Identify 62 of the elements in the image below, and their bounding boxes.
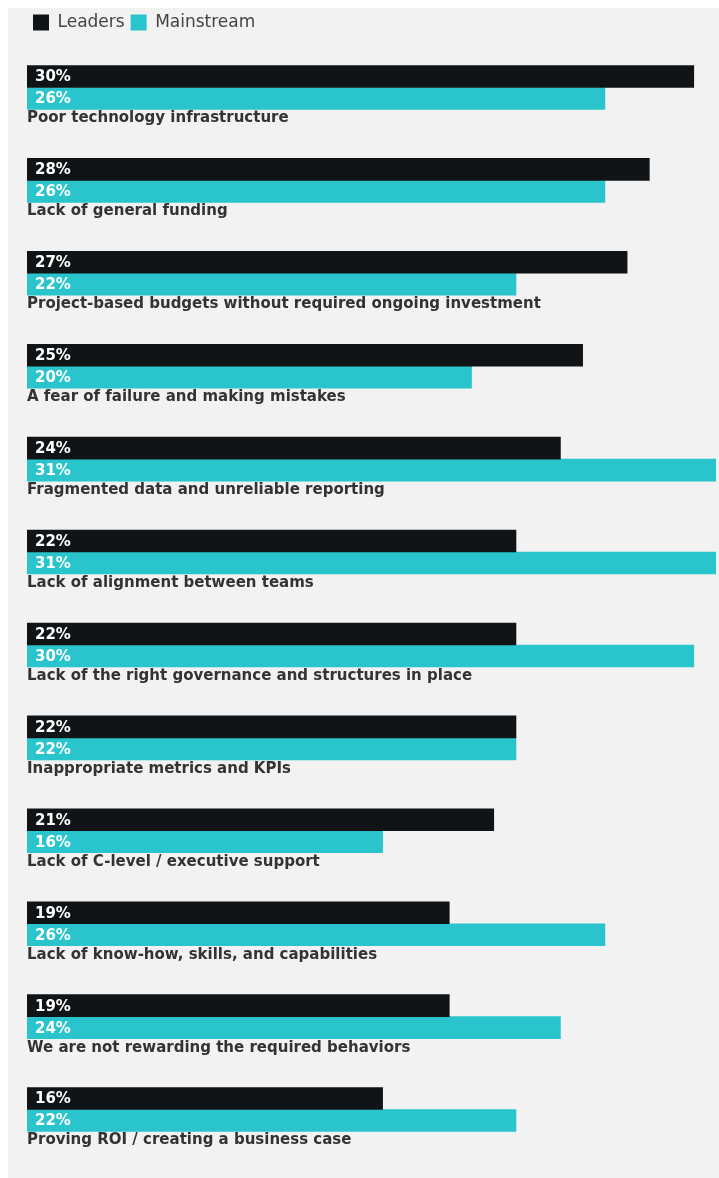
data-label: 26% bbox=[35, 89, 71, 108]
data-label: 22% bbox=[35, 275, 71, 294]
bar bbox=[27, 436, 561, 460]
y-tick-label: Fragmented data and unreliable reporting bbox=[27, 480, 385, 499]
data-label: 22% bbox=[35, 739, 71, 758]
bar bbox=[27, 923, 606, 947]
y-tick-label: A fear of failure and making mistakes bbox=[27, 387, 346, 406]
data-label: 22% bbox=[35, 717, 71, 736]
bar bbox=[27, 458, 716, 482]
data-label: 26% bbox=[35, 925, 71, 944]
data-label: 25% bbox=[35, 346, 71, 365]
data-label: 26% bbox=[35, 182, 71, 201]
y-tick-label: Lack of know-how, skills, and capabilities bbox=[27, 944, 378, 963]
y-tick-label: Lack of C-level / executive support bbox=[27, 851, 320, 870]
y-tick-label: Proving ROI / creating a business case bbox=[27, 1130, 352, 1149]
y-tick-label: Project-based budgets without required ongoing investment bbox=[27, 294, 541, 313]
data-label: 19% bbox=[35, 996, 71, 1015]
bar bbox=[27, 1109, 517, 1132]
data-label: 22% bbox=[35, 531, 71, 550]
bar bbox=[27, 343, 583, 367]
bar bbox=[27, 1016, 561, 1039]
bar bbox=[27, 901, 450, 925]
data-label: 16% bbox=[35, 832, 71, 851]
data-label: 16% bbox=[35, 1089, 71, 1108]
data-label: 31% bbox=[35, 461, 71, 480]
data-label: 19% bbox=[35, 903, 71, 922]
bar bbox=[27, 365, 472, 389]
bar bbox=[27, 272, 517, 296]
y-tick-label: We are not rewarding the required behaviors bbox=[27, 1037, 411, 1056]
bar bbox=[27, 180, 606, 203]
bar bbox=[27, 644, 695, 668]
y-tick-label: Lack of alignment between teams bbox=[27, 572, 314, 591]
data-label: 31% bbox=[35, 553, 71, 572]
bar bbox=[27, 994, 450, 1017]
data-label: 30% bbox=[35, 67, 71, 86]
data-label: 24% bbox=[35, 1018, 71, 1037]
bar bbox=[27, 737, 517, 761]
data-label: 27% bbox=[35, 253, 71, 272]
legend-label: Mainstream bbox=[155, 10, 256, 31]
data-label: 30% bbox=[35, 646, 71, 665]
data-label: 21% bbox=[35, 810, 71, 829]
bar bbox=[27, 830, 383, 854]
bar bbox=[27, 158, 650, 181]
bar bbox=[27, 87, 606, 110]
bar bbox=[27, 529, 517, 553]
bar bbox=[27, 622, 517, 646]
bar bbox=[27, 715, 517, 739]
data-label: 24% bbox=[35, 439, 71, 458]
bar bbox=[27, 551, 716, 575]
y-tick-label: Poor technology infrastructure bbox=[27, 108, 289, 127]
y-tick-label: Inappropriate metrics and KPIs bbox=[27, 758, 292, 777]
data-label: 22% bbox=[35, 624, 71, 643]
bar bbox=[27, 250, 628, 274]
y-tick-label: Lack of general funding bbox=[27, 201, 228, 220]
bar bbox=[27, 1087, 383, 1110]
data-label: 28% bbox=[35, 160, 71, 179]
legend-label: Leaders bbox=[57, 10, 125, 31]
data-label: 22% bbox=[35, 1111, 71, 1130]
y-tick-label: Lack of the right governance and structures in place bbox=[27, 665, 473, 684]
bar bbox=[27, 808, 495, 832]
bar bbox=[27, 65, 695, 88]
data-label: 20% bbox=[35, 368, 71, 387]
